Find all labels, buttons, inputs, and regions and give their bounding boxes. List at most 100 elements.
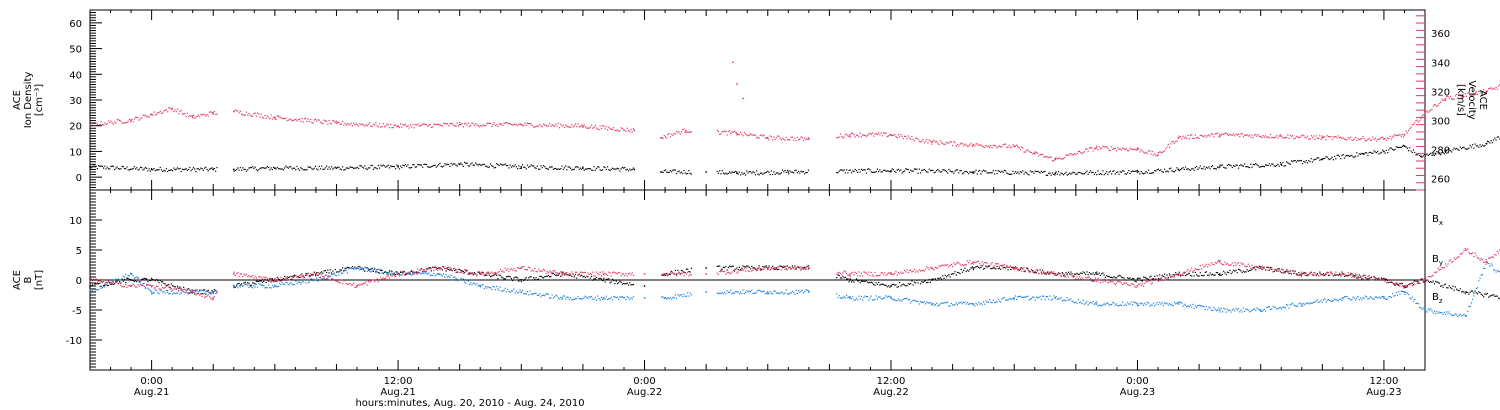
data-point bbox=[969, 268, 971, 270]
data-point bbox=[461, 278, 463, 280]
data-point bbox=[667, 297, 669, 299]
data-point bbox=[487, 166, 489, 169]
data-point bbox=[240, 284, 243, 286]
data-point bbox=[986, 146, 988, 148]
data-point bbox=[1029, 151, 1031, 153]
data-point bbox=[1294, 305, 1296, 307]
data-point bbox=[197, 168, 200, 170]
data-point bbox=[555, 168, 557, 170]
data-point bbox=[342, 166, 344, 168]
data-point bbox=[1203, 274, 1205, 277]
data-point bbox=[1163, 168, 1166, 170]
data-point bbox=[524, 293, 526, 295]
data-point bbox=[1127, 277, 1129, 279]
data-point bbox=[1313, 301, 1315, 304]
data-point bbox=[1368, 137, 1370, 139]
data-point bbox=[1489, 87, 1491, 89]
data-point bbox=[157, 112, 159, 114]
data-point bbox=[1454, 313, 1456, 315]
data-point bbox=[349, 267, 351, 269]
data-point bbox=[291, 120, 293, 122]
data-point bbox=[539, 293, 541, 295]
data-point bbox=[1259, 309, 1262, 311]
data-point bbox=[1071, 300, 1073, 302]
data-point bbox=[279, 116, 281, 118]
data-point bbox=[492, 124, 494, 126]
data-point bbox=[460, 271, 462, 274]
data-point bbox=[1407, 293, 1410, 296]
data-point bbox=[1007, 173, 1009, 175]
data-point bbox=[233, 271, 235, 273]
data-point bbox=[578, 126, 580, 128]
data-point bbox=[743, 293, 745, 295]
data-point bbox=[1092, 272, 1094, 274]
data-point bbox=[313, 167, 315, 169]
data-point bbox=[365, 281, 367, 283]
data-point bbox=[1378, 277, 1380, 279]
data-point bbox=[163, 287, 165, 289]
data-point bbox=[157, 280, 159, 282]
data-point bbox=[621, 127, 623, 129]
data-point bbox=[1024, 296, 1026, 298]
data-point bbox=[1316, 137, 1318, 139]
data-point bbox=[1435, 153, 1437, 155]
data-point bbox=[662, 274, 664, 276]
data-point bbox=[444, 163, 446, 165]
data-point bbox=[565, 165, 567, 167]
data-point bbox=[281, 282, 283, 284]
data-point bbox=[526, 122, 529, 124]
data-point bbox=[411, 166, 413, 169]
data-point bbox=[1246, 134, 1248, 136]
data-point bbox=[1242, 270, 1245, 272]
data-point bbox=[1343, 157, 1346, 159]
data-point bbox=[1372, 298, 1374, 300]
data-point bbox=[1179, 275, 1182, 277]
data-point bbox=[504, 163, 506, 165]
data-point bbox=[556, 274, 558, 276]
data-point bbox=[255, 280, 257, 282]
data-point bbox=[1162, 275, 1164, 278]
data-point bbox=[519, 167, 521, 170]
data-point bbox=[981, 145, 983, 147]
data-point bbox=[243, 282, 245, 284]
data-point bbox=[239, 284, 241, 286]
data-point bbox=[1300, 135, 1302, 137]
data-point bbox=[279, 168, 281, 170]
data-point bbox=[1452, 314, 1454, 317]
data-point bbox=[728, 265, 731, 267]
data-point bbox=[988, 172, 991, 174]
data-point bbox=[666, 171, 668, 173]
data-point bbox=[547, 125, 550, 127]
data-point bbox=[386, 123, 388, 125]
data-point bbox=[349, 282, 351, 284]
data-point bbox=[106, 284, 108, 286]
data-point bbox=[674, 169, 676, 171]
data-point bbox=[1396, 284, 1399, 286]
data-point bbox=[528, 166, 530, 168]
data-point bbox=[464, 281, 466, 283]
data-point bbox=[1399, 134, 1401, 136]
data-point bbox=[1456, 314, 1458, 316]
data-point bbox=[874, 133, 876, 135]
data-point bbox=[889, 171, 891, 173]
data-point bbox=[784, 139, 786, 141]
data-point bbox=[1469, 305, 1471, 308]
data-point bbox=[759, 290, 761, 292]
data-point bbox=[210, 168, 212, 170]
data-point bbox=[460, 277, 462, 279]
data-point bbox=[933, 172, 935, 174]
data-point bbox=[1411, 296, 1413, 298]
data-point bbox=[483, 125, 485, 127]
data-point bbox=[133, 280, 135, 283]
data-point bbox=[401, 274, 403, 276]
data-point bbox=[504, 122, 506, 124]
data-point bbox=[192, 291, 195, 294]
data-point bbox=[736, 132, 738, 135]
data-point bbox=[881, 283, 883, 285]
data-point bbox=[1113, 148, 1115, 150]
data-point bbox=[738, 134, 741, 136]
data-point bbox=[785, 171, 787, 174]
data-point bbox=[1167, 143, 1169, 146]
data-point bbox=[1391, 136, 1394, 138]
data-point bbox=[1085, 148, 1087, 150]
